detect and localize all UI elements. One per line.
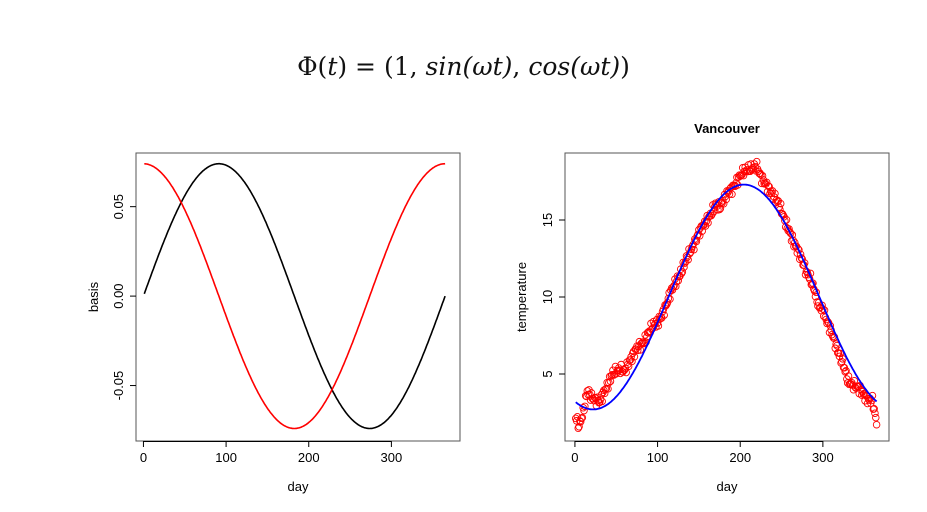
x-axis-label: day [717,479,738,494]
x-tick-label: 0 [571,450,578,465]
vancouver-chart: Vancouver day temperature 0 100 200 300 5 10 1… [514,121,890,494]
formula-wt1: (ωt) [462,52,513,81]
formula-eq: ) = (1, [337,52,426,81]
temperature-point [576,417,585,426]
x-axis-label: day [288,479,309,494]
temperature-point [756,169,764,177]
formula-wt2: (ωt) [570,52,621,81]
temperature-point [791,238,799,247]
temperature-point [598,397,606,406]
chart-title: Vancouver [694,121,760,136]
temperature-point [578,413,587,422]
temperature-point [800,259,809,267]
temperature-point [844,372,853,380]
temperature-point [763,187,772,196]
x-tick-label: 200 [298,450,320,465]
formula-comma: , [512,52,529,81]
y-axis-label: temperature [514,262,529,332]
fitted-curve [575,183,878,411]
temperature-point [795,246,803,254]
temperature-point [762,178,771,187]
temperature-point [860,389,868,398]
temperature-point [872,413,880,422]
temperature-point [728,190,736,198]
temperature-point [628,357,636,366]
y-axis-label: basis [86,281,101,312]
temperature-point [758,171,767,180]
y-tick-label: 10 [540,290,555,304]
x-tick-label: 0 [140,450,147,465]
x-tick-label: 100 [215,450,237,465]
temperature-point [637,339,645,348]
temperature-point [630,352,639,361]
basis-chart: day basis 0 100 200 300 -0.05 0.00 0.05 [86,152,461,494]
cosine-basis-line [144,162,446,430]
temperature-point [786,229,795,238]
temperature-point [796,250,805,259]
formula-close: ) [620,52,630,81]
temperature-point [871,409,879,417]
x-tick-label: 300 [381,450,403,465]
y-tick-label: 0.00 [111,283,126,308]
temperature-point [596,395,605,404]
x-tick-label: 100 [647,450,669,465]
temperature-point [633,346,642,355]
basis-formula: Φ(t) = (1, sin(ωt), cos(ωt)) [0,52,927,81]
temperature-point [749,165,758,173]
temperature-point [704,219,712,227]
temperature-point [622,368,630,377]
x-tick-label: 300 [812,450,834,465]
temperature-point [577,414,586,423]
temperature-point [838,355,847,363]
temperature-point [600,386,608,395]
temperature-point [753,157,761,166]
temperature-point [722,195,730,204]
temperature-point [857,391,866,399]
temperature-point [736,172,744,180]
sine-basis-line [143,162,446,430]
y-tick-label: 0.05 [111,194,126,219]
x-tick-label: 200 [729,450,751,465]
formula-t: t [327,52,338,81]
temperature-point [872,420,881,429]
temperature-point [659,305,668,314]
temperature-point [757,179,766,188]
temperature-point [870,405,878,413]
temperature-point [574,424,582,432]
formula-sin: sin [425,52,463,81]
temperature-point [715,205,724,214]
temperature-point [757,171,765,179]
formula-cos: cos [528,52,571,81]
y-tick-label: -0.05 [111,371,126,401]
y-tick-label: 5 [540,370,555,377]
temperature-point [695,226,703,234]
y-tick-label: 15 [540,213,555,227]
temperature-point [690,245,698,254]
temperature-point [583,387,592,395]
formula-phi: Φ( [297,52,328,81]
temperature-point [719,200,728,208]
temperature-point [868,391,877,400]
temperature-point [776,199,785,208]
temperature-point [739,171,748,180]
temperature-point [575,422,583,431]
temperature-point [725,190,734,198]
